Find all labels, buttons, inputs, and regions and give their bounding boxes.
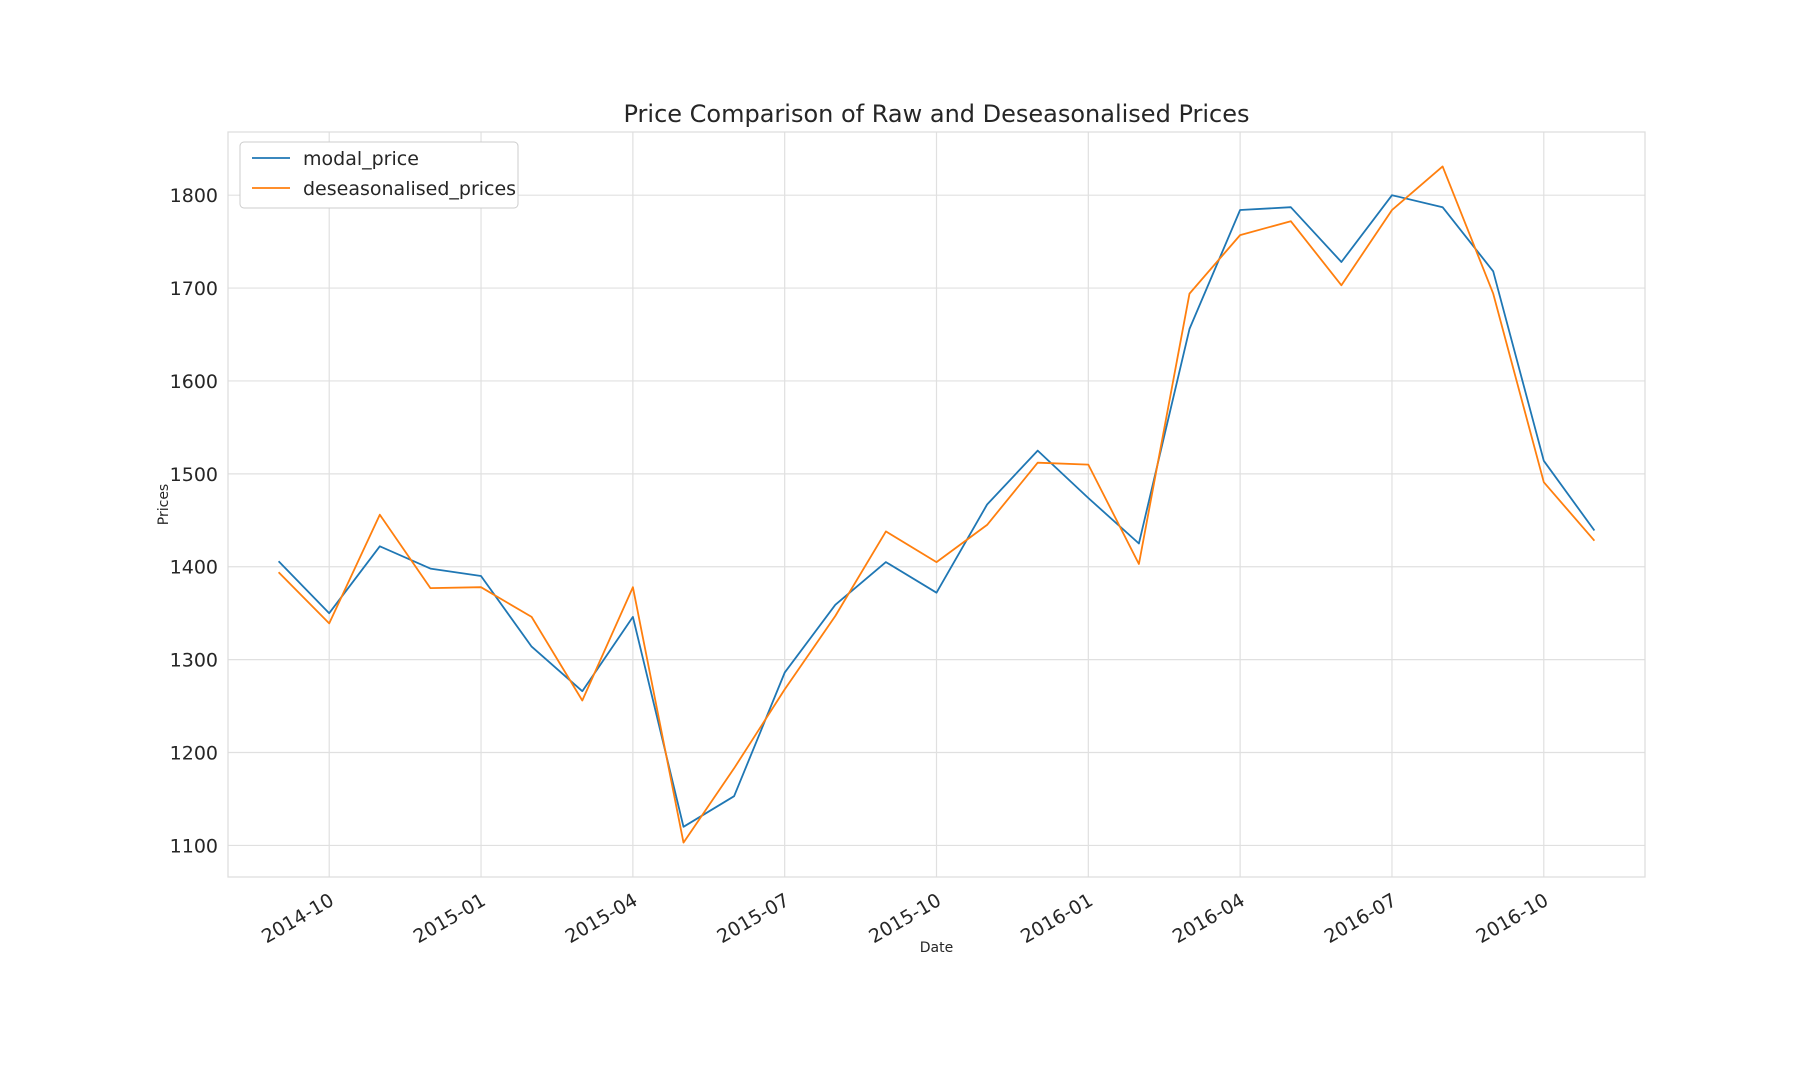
y-tick-label: 1400 (170, 557, 218, 579)
x-tick-label: 2016-07 (1321, 889, 1401, 948)
y-tick-label: 1100 (170, 835, 218, 857)
grid (228, 132, 1645, 877)
y-tick-label: 1300 (170, 650, 218, 672)
legend: modal_price deseasonalised_prices (239, 141, 519, 209)
x-tick-label: 2014-10 (258, 889, 338, 948)
y-axis-label: Prices (156, 484, 172, 525)
legend-box (239, 141, 519, 209)
x-tick-label: 2016-04 (1169, 889, 1249, 948)
y-tick-label: 1700 (170, 278, 218, 300)
y-tick-label: 1800 (170, 185, 218, 207)
legend-label-modal-price: modal_price (303, 148, 419, 170)
y-tick-label: 1500 (170, 464, 218, 486)
series-line-modal-price (277, 194, 1596, 828)
series-lines (277, 165, 1596, 844)
y-tick-label: 1200 (170, 743, 218, 765)
legend-label-deseasonalised-prices: deseasonalised_prices (303, 178, 516, 200)
x-tick-label: 2015-04 (562, 889, 642, 948)
x-tick-label: 2016-01 (1017, 889, 1097, 948)
x-axis-label: Date (920, 940, 953, 956)
chart-title: Price Comparison of Raw and Deseasonalis… (623, 100, 1249, 128)
x-tick-label: 2015-07 (713, 889, 793, 948)
series-line-deseasonalised-prices (277, 165, 1596, 844)
x-tick-label: 2016-10 (1473, 889, 1553, 948)
x-tick-label: 2015-01 (410, 889, 490, 948)
y-tick-label: 1600 (170, 371, 218, 393)
plot-frame (227, 131, 1646, 878)
